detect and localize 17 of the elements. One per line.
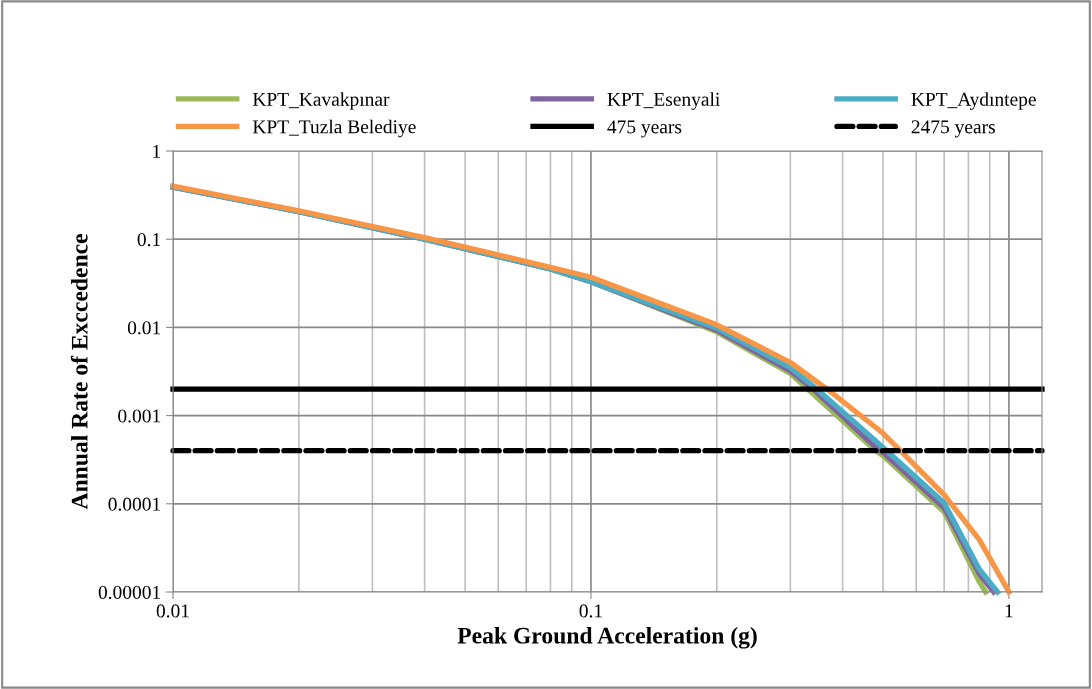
legend-label: KPT_Esenyali — [607, 92, 720, 110]
legend-label: 475 years — [607, 120, 682, 138]
x-tick-label: 1 — [1005, 604, 1013, 618]
y-axis-title: Annual Rate of Exccedence — [70, 234, 88, 510]
y-tick-label: 0.001 — [118, 409, 161, 423]
y-tick-label: 0.01 — [127, 321, 161, 335]
legend-label: KPT_Tuzla Belediye — [252, 119, 416, 138]
y-tick-label: 0.1 — [137, 233, 161, 247]
y-tick-label: 0.00001 — [98, 585, 161, 600]
x-axis-title: Peak Ground Acceleration (g) — [457, 626, 757, 649]
y-tick-label: 1 — [153, 144, 161, 158]
y-tick-label: 0.0001 — [108, 497, 161, 511]
legend-label: KPT_Kavakpınar — [252, 92, 390, 110]
x-tick-label: 0.1 — [579, 604, 602, 618]
x-tick-label: 0.01 — [156, 604, 189, 618]
legend-label: KPT_Aydıntepe — [911, 92, 1036, 110]
legend-label: 2475 years — [911, 120, 995, 138]
